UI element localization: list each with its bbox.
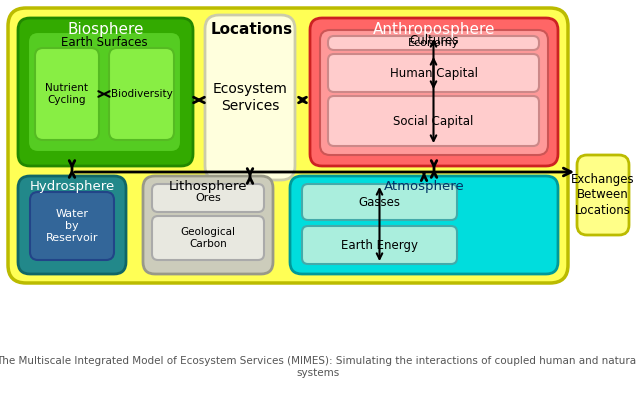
- Text: Biodiversity: Biodiversity: [111, 89, 172, 99]
- Text: Exchanges
Between
Locations: Exchanges Between Locations: [571, 173, 635, 216]
- Text: Ores: Ores: [195, 193, 221, 203]
- FancyBboxPatch shape: [109, 48, 174, 140]
- FancyBboxPatch shape: [28, 32, 181, 152]
- FancyBboxPatch shape: [30, 192, 114, 260]
- FancyBboxPatch shape: [290, 176, 558, 274]
- FancyBboxPatch shape: [18, 18, 193, 166]
- Text: Biosphere: Biosphere: [67, 22, 144, 37]
- Text: Locations: Locations: [211, 22, 293, 37]
- Text: Anthroposphere: Anthroposphere: [373, 22, 495, 37]
- Text: Ecosystem
Services: Ecosystem Services: [212, 83, 287, 113]
- FancyBboxPatch shape: [328, 96, 539, 146]
- Text: Cultures: Cultures: [409, 34, 459, 47]
- Text: Geological
Carbon: Geological Carbon: [181, 227, 235, 249]
- Text: Human Capital: Human Capital: [389, 67, 478, 79]
- FancyBboxPatch shape: [143, 176, 273, 274]
- Text: Earth Energy: Earth Energy: [341, 239, 418, 252]
- Text: Nutrient
Cycling: Nutrient Cycling: [46, 83, 88, 105]
- Text: Lithosphere: Lithosphere: [169, 180, 247, 193]
- Text: Social Capital: Social Capital: [393, 114, 474, 127]
- FancyBboxPatch shape: [18, 176, 126, 274]
- FancyBboxPatch shape: [205, 15, 295, 180]
- FancyBboxPatch shape: [302, 226, 457, 264]
- FancyBboxPatch shape: [152, 184, 264, 212]
- Text: Earth Surfaces: Earth Surfaces: [61, 36, 148, 49]
- FancyBboxPatch shape: [35, 48, 99, 140]
- Text: Hydrosphere: Hydrosphere: [29, 180, 114, 193]
- FancyBboxPatch shape: [577, 155, 629, 235]
- FancyBboxPatch shape: [8, 8, 568, 283]
- FancyBboxPatch shape: [302, 184, 457, 220]
- Text: Gasses: Gasses: [359, 195, 401, 208]
- Text: Water
by
Reservoir: Water by Reservoir: [46, 209, 98, 243]
- FancyBboxPatch shape: [328, 54, 539, 92]
- Text: Atmosphere: Atmosphere: [384, 180, 464, 193]
- FancyBboxPatch shape: [152, 216, 264, 260]
- FancyBboxPatch shape: [310, 18, 558, 166]
- Text: The Multiscale Integrated Model of Ecosystem Services (MIMES): Simulating the in: The Multiscale Integrated Model of Ecosy…: [0, 356, 636, 378]
- Text: Economy: Economy: [408, 38, 459, 48]
- FancyBboxPatch shape: [320, 30, 548, 155]
- FancyBboxPatch shape: [328, 36, 539, 50]
